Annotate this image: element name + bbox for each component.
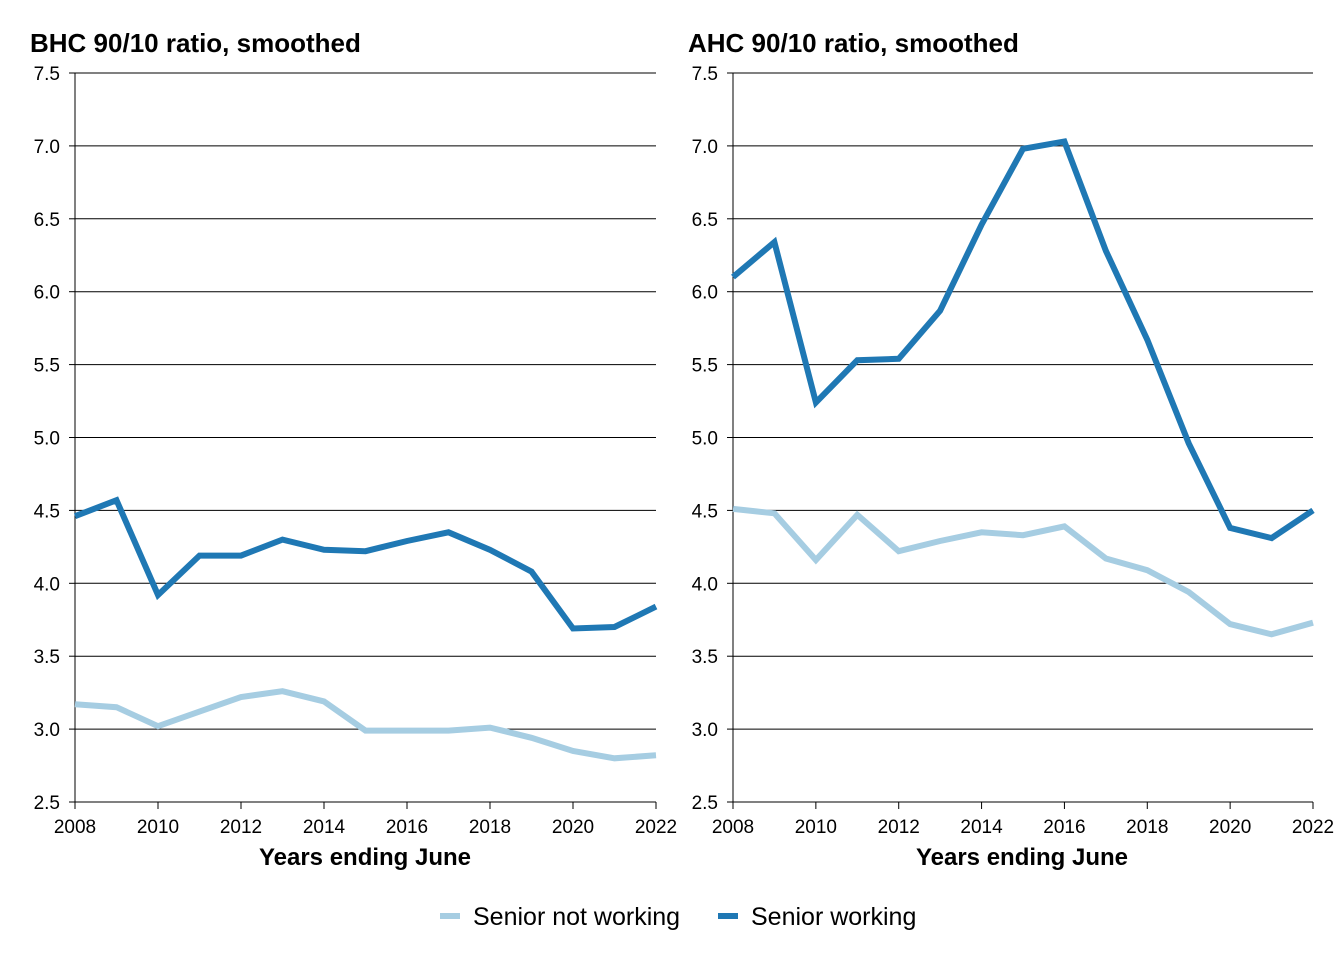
x-tick-label: 2020 (1209, 817, 1251, 838)
y-tick-label: 3.5 (34, 647, 60, 668)
legend-label: Senior working (751, 903, 916, 931)
y-tick-label: 5.0 (692, 429, 718, 450)
y-tick-label: 4.0 (692, 574, 718, 595)
chart-title: AHC 90/10 ratio, smoothed (688, 28, 1019, 58)
series-line-senior-working (731, 138, 1315, 542)
x-tick-label: 2008 (712, 817, 754, 838)
y-tick-label: 3.0 (34, 720, 60, 741)
y-tick-label: 5.5 (692, 356, 718, 377)
x-tick-label: 2022 (635, 817, 677, 838)
series-line-senior-not-working (74, 688, 657, 762)
x-axis-label: Years ending June (259, 844, 471, 871)
x-axis-label: Years ending June (916, 844, 1128, 871)
x-tick-label: 2016 (1043, 817, 1085, 838)
y-tick-label: 7.0 (692, 137, 718, 158)
series-line-senior-working (73, 496, 658, 632)
x-tick-label: 2010 (137, 817, 179, 838)
y-tick-label: 2.5 (34, 793, 60, 814)
y-tick-label: 7.5 (692, 64, 718, 85)
y-tick-label: 6.5 (692, 210, 718, 231)
y-tick-label: 6.0 (692, 283, 718, 304)
x-tick-label: 2008 (54, 817, 96, 838)
y-tick-label: 5.0 (34, 429, 60, 450)
y-tick-label: 7.5 (34, 64, 60, 85)
chart-title: BHC 90/10 ratio, smoothed (30, 28, 361, 58)
x-tick-label: 2018 (469, 817, 511, 838)
x-tick-label: 2012 (878, 817, 920, 838)
y-tick-label: 4.5 (34, 501, 60, 522)
x-tick-label: 2020 (552, 817, 594, 838)
y-tick-label: 5.5 (34, 356, 60, 377)
x-tick-label: 2022 (1292, 817, 1334, 838)
legend-label: Senior not working (473, 903, 680, 931)
y-tick-label: 2.5 (692, 793, 718, 814)
x-tick-label: 2014 (960, 817, 1003, 838)
y-tick-label: 7.0 (34, 137, 60, 158)
y-tick-label: 4.0 (34, 574, 60, 595)
y-tick-label: 3.0 (692, 720, 718, 741)
y-tick-label: 6.0 (34, 283, 60, 304)
series-line-senior-not-working (732, 505, 1314, 638)
x-tick-label: 2014 (303, 817, 346, 838)
x-tick-label: 2018 (1126, 817, 1168, 838)
x-tick-label: 2010 (795, 817, 837, 838)
y-tick-label: 3.5 (692, 647, 718, 668)
x-tick-label: 2012 (220, 817, 262, 838)
y-tick-label: 6.5 (34, 210, 60, 231)
y-tick-label: 4.5 (692, 501, 718, 522)
x-tick-label: 2016 (386, 817, 428, 838)
